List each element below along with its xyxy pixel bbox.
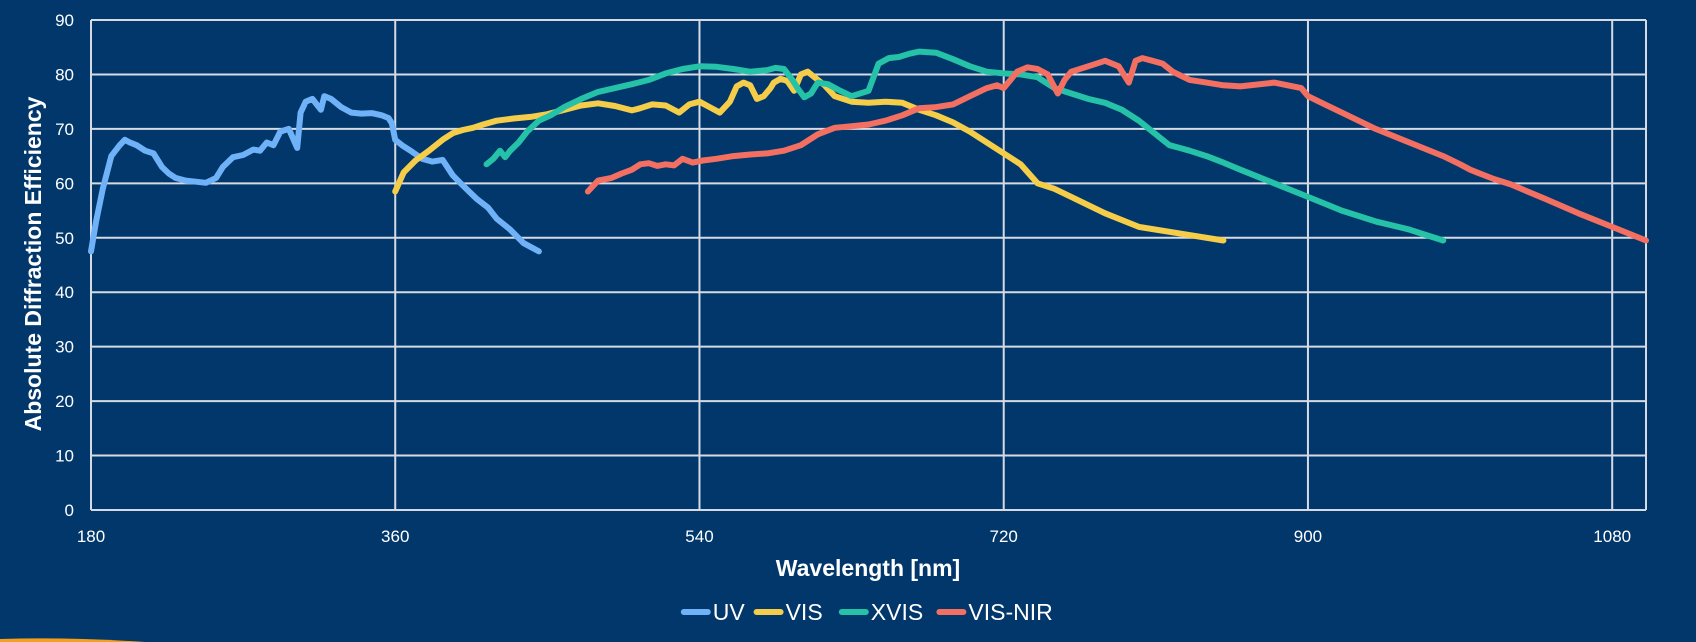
gridlines [91, 19, 1647, 510]
x-tick-label: 900 [1294, 527, 1322, 546]
y-tick-label: 20 [55, 392, 74, 411]
legend-item-uv: UV [680, 599, 746, 625]
legend-item-vis: VIS [753, 599, 823, 625]
y-tick-label: 50 [55, 229, 74, 248]
x-tick-label: 1080 [1593, 527, 1631, 546]
legend-item-xvis: XVIS [838, 599, 923, 625]
axes [90, 20, 1646, 511]
x-axis-ticks: 180 360 540 720 900 1080 [77, 527, 1631, 546]
y-axis-title: Absolute Diffraction Efficiency [20, 96, 46, 431]
series-line-vis [392, 68, 1227, 244]
series-line-xvis [483, 48, 1447, 244]
x-axis-title: Wavelength [nm] [776, 555, 960, 581]
legend: UV VIS XVIS VIS-NIR [680, 599, 1053, 625]
bottom-accent-stripe [0, 638, 145, 642]
legend-label: XVIS [871, 599, 923, 625]
y-tick-label: 60 [55, 174, 74, 193]
y-axis-ticks: 0 10 20 30 40 50 60 70 80 90 [55, 11, 74, 520]
legend-label: UV [713, 599, 746, 625]
x-tick-label: 540 [685, 527, 713, 546]
y-tick-label: 70 [55, 120, 74, 139]
y-tick-label: 80 [55, 65, 74, 84]
y-tick-label: 90 [55, 11, 74, 30]
y-tick-label: 10 [55, 447, 74, 466]
x-tick-label: 180 [77, 527, 105, 546]
x-tick-label: 360 [381, 527, 409, 546]
series-line-uv [88, 93, 542, 255]
y-tick-label: 40 [55, 283, 74, 302]
series-line-vis-nir [584, 55, 1649, 244]
legend-label: VIS [786, 599, 823, 625]
legend-item-vis-nir: VIS-NIR [936, 599, 1053, 625]
x-tick-label: 720 [990, 527, 1018, 546]
series-lines [88, 48, 1649, 255]
legend-label: VIS-NIR [968, 599, 1052, 625]
y-tick-label: 0 [65, 501, 74, 520]
y-tick-label: 30 [55, 338, 74, 357]
